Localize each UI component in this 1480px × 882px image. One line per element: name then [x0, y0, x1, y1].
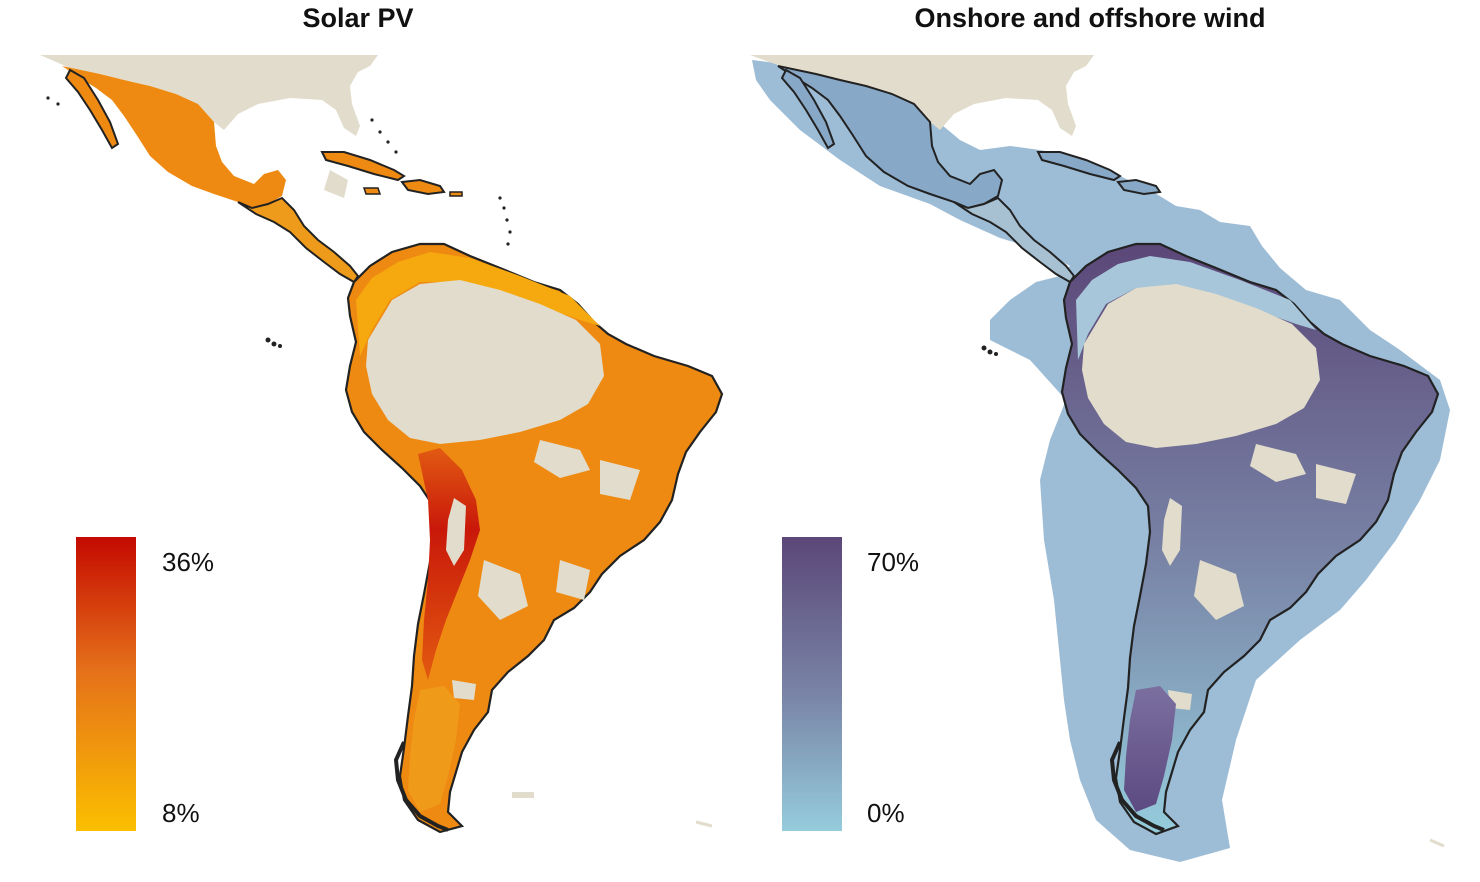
usa-landmass	[40, 55, 378, 136]
mexico-wind	[777, 65, 1004, 210]
neutral-patch-3	[600, 460, 640, 500]
baja-wind	[780, 68, 836, 150]
wind-legend-min-label: 0%	[867, 798, 905, 828]
central-america	[237, 196, 360, 284]
north-yellow-band	[356, 252, 600, 356]
wind-legend-bar	[782, 537, 842, 831]
patagonia-wind	[1124, 686, 1176, 812]
solar-pv-map	[40, 55, 724, 834]
neutral-patch-6	[452, 680, 476, 700]
solar-legend-min-label: 8%	[162, 798, 200, 828]
wind-title: Onshore and offshore wind	[914, 3, 1266, 33]
solar-legend-max-label: 36%	[162, 547, 215, 577]
north-light-wind	[1076, 256, 1316, 360]
cuba-wind	[1036, 151, 1122, 182]
falklands	[512, 792, 534, 798]
atacama-neutral	[446, 498, 466, 566]
chile-fjords	[393, 741, 449, 832]
amazon-neutral-wind	[1082, 284, 1320, 448]
wind-map	[750, 55, 1450, 862]
puerto-rico	[449, 191, 463, 197]
small-island	[695, 820, 713, 828]
galapagos	[265, 337, 282, 348]
jamaica	[362, 187, 382, 195]
mexico-region	[62, 66, 286, 208]
small-island-wind	[1429, 838, 1445, 848]
solar-legend-bar	[76, 537, 136, 831]
patagonia-solar	[408, 686, 460, 812]
chile-fjords-wind	[1109, 741, 1165, 832]
galapagos-wind	[981, 345, 998, 356]
neutral-patch-w2	[1316, 464, 1356, 504]
neutral-patch-1	[324, 170, 348, 198]
neutral-patch-w1	[1250, 444, 1306, 482]
lesser-antilles	[46, 96, 512, 246]
central-america-wind	[953, 196, 1076, 284]
cuba	[320, 151, 406, 182]
wind-legend-max-label: 70%	[867, 547, 920, 577]
solar-pv-title: Solar PV	[302, 3, 414, 33]
neutral-patch-w3	[1194, 560, 1244, 620]
neutral-patch-w4	[1162, 498, 1182, 566]
neutral-patch-4	[478, 560, 528, 620]
neutral-patch-2	[534, 440, 590, 478]
amazon-neutral	[366, 280, 604, 444]
usa-landmass-right	[750, 55, 1094, 136]
offshore-wind-halo	[752, 60, 1450, 862]
hispaniola	[400, 178, 446, 196]
neutral-patch-5	[556, 560, 590, 600]
baja-california	[64, 68, 120, 150]
hispaniola-wind	[1116, 178, 1162, 196]
